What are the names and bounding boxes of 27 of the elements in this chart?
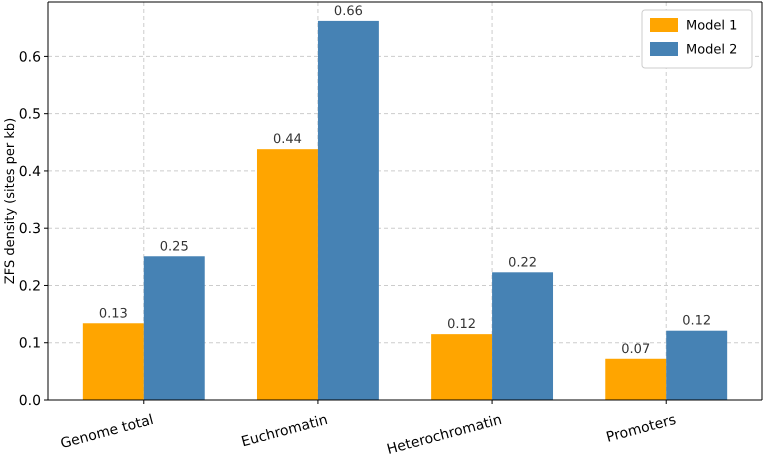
bar [256, 149, 318, 400]
bar [431, 334, 492, 400]
data-label: 0.13 [98, 306, 128, 322]
data-label: 0.12 [447, 317, 476, 332]
y-tick-label: 0.6 [18, 49, 42, 66]
y-axis-title: ZFS density (sites per kb) [3, 118, 18, 284]
bar [318, 20, 379, 400]
y-tick-label: 0.3 [18, 221, 41, 238]
data-label: 0.25 [160, 239, 189, 254]
data-label: 0.12 [682, 314, 712, 329]
legend-label: Model 2 [686, 42, 738, 58]
y-tick-label: 0.2 [18, 278, 41, 294]
bar [144, 256, 205, 400]
legend-label: Model 1 [686, 18, 738, 34]
data-label: 0.66 [334, 4, 363, 19]
y-tick-label: 0.5 [18, 106, 41, 123]
bar [666, 330, 728, 400]
data-label: 0.22 [508, 255, 538, 270]
y-tick-label: 0.4 [18, 164, 42, 180]
bar [492, 272, 554, 400]
y-tick-label: 0.1 [18, 336, 41, 352]
bar [605, 358, 666, 400]
y-tick-label: 0.0 [18, 392, 41, 409]
data-label: 0.44 [272, 132, 302, 148]
x-tick-label: Genome total [58, 412, 156, 452]
bar [82, 323, 144, 400]
data-label: 0.07 [621, 342, 650, 357]
